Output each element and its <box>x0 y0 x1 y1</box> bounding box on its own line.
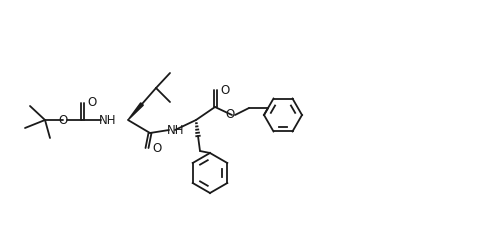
Text: O: O <box>59 114 67 126</box>
Text: O: O <box>225 109 235 122</box>
Text: NH: NH <box>99 114 117 126</box>
Text: NH: NH <box>167 124 185 136</box>
Text: O: O <box>220 84 229 96</box>
Polygon shape <box>128 103 143 120</box>
Text: O: O <box>152 142 161 155</box>
Text: O: O <box>87 96 96 110</box>
